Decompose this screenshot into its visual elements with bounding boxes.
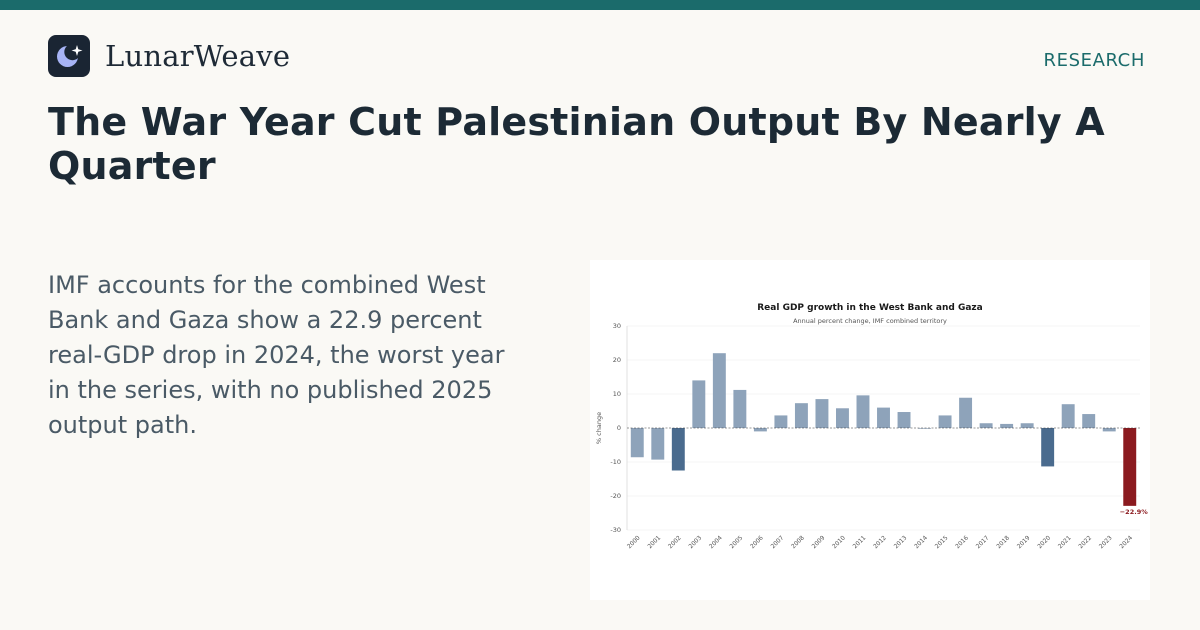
- x-tick-label: 2016: [954, 534, 970, 550]
- bar-2019: [1020, 423, 1034, 428]
- x-tick-label: 2007: [770, 534, 786, 550]
- x-tick-label: 2017: [975, 534, 991, 550]
- bar-2010: [836, 408, 849, 428]
- bar-2023: [1102, 428, 1116, 432]
- x-tick-label: 2002: [667, 534, 683, 550]
- bar-2015: [938, 415, 952, 428]
- chart-card: Real GDP growth in the West Bank and Gaz…: [590, 260, 1150, 600]
- x-tick-label: 2003: [687, 534, 703, 550]
- bar-2008: [794, 403, 808, 428]
- bar-2024: [1123, 428, 1137, 506]
- x-tick-label: 2011: [852, 534, 868, 550]
- bar-2009: [815, 399, 829, 428]
- crescent-moon-star-icon: [48, 35, 90, 77]
- x-tick-label: 2014: [913, 534, 929, 550]
- y-tick-label: 10: [613, 390, 621, 398]
- x-tick-label: 2019: [1016, 534, 1032, 550]
- x-tick-label: 2008: [790, 534, 806, 550]
- brand-name: LunarWeave: [105, 39, 291, 73]
- x-tick-label: 2023: [1098, 534, 1114, 550]
- bar-2001: [651, 428, 665, 460]
- x-tick-label: 2021: [1057, 534, 1073, 550]
- headline: The War Year Cut Palestinian Output By N…: [48, 100, 1105, 188]
- x-tick-label: 2015: [934, 534, 950, 550]
- bar-2014: [918, 428, 932, 429]
- x-tick-label: 2022: [1077, 534, 1093, 550]
- bar-2002: [671, 428, 685, 471]
- bar-2017: [979, 423, 993, 428]
- x-tick-label: 2024: [1118, 534, 1134, 550]
- x-tick-label: 2005: [729, 534, 745, 550]
- bar-2005: [733, 389, 747, 428]
- bar-2022: [1082, 414, 1096, 428]
- x-tick-label: 2010: [831, 534, 847, 550]
- bar-2000: [630, 428, 644, 458]
- bar-2011: [856, 395, 870, 428]
- x-tick-label: 2013: [893, 534, 909, 550]
- x-tick-label: 2012: [872, 534, 888, 550]
- bar-2006: [753, 428, 767, 432]
- bar-2003: [692, 380, 706, 428]
- chart-subtitle: Annual percent change, IMF combined terr…: [793, 317, 947, 325]
- y-tick-label: -10: [610, 458, 621, 466]
- y-tick-label: 30: [613, 322, 621, 330]
- summary: IMF accounts for the combined West Bank …: [48, 271, 505, 439]
- x-tick-label: 2004: [708, 534, 724, 550]
- bar-2004: [712, 353, 726, 428]
- y-tick-label: -30: [610, 526, 621, 534]
- x-tick-label: 2001: [646, 534, 662, 550]
- annotation-label: −22.9%: [1120, 508, 1148, 516]
- y-tick-label: 0: [617, 424, 621, 432]
- x-tick-label: 2020: [1036, 534, 1052, 550]
- gdp-growth-chart: Real GDP growth in the West Bank and Gaz…: [595, 303, 1148, 550]
- y-tick-label: 20: [613, 356, 621, 364]
- x-tick-label: 2009: [811, 534, 827, 550]
- bar-2013: [897, 412, 911, 428]
- bar-2007: [774, 415, 788, 428]
- y-axis-label: % change: [595, 412, 603, 444]
- logo-glyph: [57, 43, 83, 67]
- x-tick-label: 2006: [749, 534, 765, 550]
- chart-title: Real GDP growth in the West Bank and Gaz…: [757, 303, 983, 313]
- x-tick-label: 2000: [626, 534, 642, 550]
- brand[interactable]: LunarWeave: [48, 35, 290, 77]
- top-accent-bar: [0, 0, 1200, 10]
- y-tick-label: -20: [610, 492, 621, 500]
- bar-2012: [877, 407, 890, 428]
- bar-2021: [1061, 404, 1075, 428]
- bar-2016: [959, 397, 973, 428]
- bar-2018: [1000, 423, 1014, 428]
- x-tick-label: 2018: [995, 534, 1011, 550]
- section-label[interactable]: RESEARCH: [1043, 50, 1145, 71]
- bar-2020: [1041, 428, 1055, 467]
